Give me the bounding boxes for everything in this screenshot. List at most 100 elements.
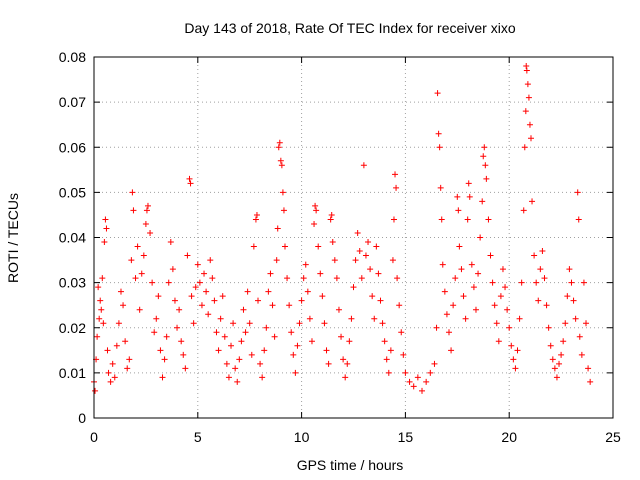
data-point <box>551 365 558 372</box>
data-point <box>373 243 380 250</box>
data-point <box>134 243 141 250</box>
data-point <box>465 180 472 187</box>
data-point <box>192 284 199 291</box>
data-point <box>230 320 237 327</box>
data-point <box>234 378 241 385</box>
data-point <box>294 342 301 349</box>
data-point <box>117 288 124 295</box>
data-point <box>188 293 195 300</box>
data-point <box>352 257 359 264</box>
data-point <box>441 288 448 295</box>
data-point <box>537 266 544 273</box>
data-point <box>99 275 106 282</box>
data-point <box>100 320 107 327</box>
data-point <box>143 207 150 214</box>
data-point <box>211 297 218 304</box>
data-point <box>564 293 571 300</box>
data-point <box>196 279 203 286</box>
data-point <box>489 279 496 286</box>
data-point <box>109 360 116 367</box>
data-point <box>533 279 540 286</box>
data-point <box>406 378 413 385</box>
data-point <box>124 365 131 372</box>
data-point <box>144 202 151 209</box>
data-point <box>180 351 187 358</box>
data-point <box>331 257 338 264</box>
data-point <box>300 275 307 282</box>
data-point <box>151 329 158 336</box>
data-point <box>329 239 336 246</box>
data-point <box>529 198 536 205</box>
data-point <box>423 378 430 385</box>
data-point <box>568 279 575 286</box>
data-point <box>383 356 390 363</box>
data-point <box>280 207 287 214</box>
data-point <box>479 198 486 205</box>
data-point <box>553 374 560 381</box>
y-tick-label: 0 <box>78 410 86 426</box>
data-point <box>456 243 463 250</box>
data-point <box>328 211 335 218</box>
data-point <box>198 302 205 309</box>
data-point <box>487 252 494 259</box>
data-point <box>439 261 446 268</box>
data-point <box>159 374 166 381</box>
data-point <box>176 306 183 313</box>
data-point <box>105 369 112 376</box>
data-point <box>290 351 297 358</box>
data-point <box>184 252 191 259</box>
chart-title: Day 143 of 2018, Rate Of TEC Index for r… <box>184 20 515 36</box>
data-point <box>437 184 444 191</box>
data-point <box>155 293 162 300</box>
data-point <box>335 306 342 313</box>
data-point <box>520 207 527 214</box>
data-point <box>572 315 579 322</box>
data-point <box>356 248 363 255</box>
data-point <box>558 351 565 358</box>
data-point <box>338 333 345 340</box>
data-point <box>97 297 104 304</box>
data-point <box>367 266 374 273</box>
data-point <box>371 315 378 322</box>
data-point <box>527 135 534 142</box>
data-point <box>279 189 286 196</box>
data-point <box>549 356 556 363</box>
data-point <box>136 306 143 313</box>
data-point <box>455 207 462 214</box>
data-point <box>302 261 309 268</box>
x-tick-label: 20 <box>501 429 517 445</box>
data-point <box>358 275 365 282</box>
x-axis: 0 5 10 15 20 25 <box>90 57 621 445</box>
data-point <box>223 360 230 367</box>
data-point <box>273 257 280 264</box>
data-point <box>512 365 519 372</box>
data-point <box>375 270 382 277</box>
data-point <box>267 270 274 277</box>
data-point <box>348 315 355 322</box>
grid-lines <box>94 57 613 418</box>
data-point <box>95 284 102 291</box>
data-point <box>350 284 357 291</box>
data-point <box>240 306 247 313</box>
data-point <box>396 302 403 309</box>
data-point <box>107 378 114 385</box>
data-point <box>450 302 457 309</box>
data-point <box>165 279 172 286</box>
data-point <box>327 216 334 223</box>
data-point <box>433 324 440 331</box>
data-point <box>360 162 367 169</box>
data-point <box>402 369 409 376</box>
data-point <box>325 360 332 367</box>
x-axis-label: GPS time / hours <box>297 457 404 473</box>
data-point <box>585 365 592 372</box>
data-point <box>346 338 353 345</box>
data-point <box>194 261 201 268</box>
data-point <box>365 239 372 246</box>
data-point <box>323 347 330 354</box>
data-point <box>153 315 160 322</box>
data-point <box>570 297 577 304</box>
data-point <box>521 144 528 151</box>
data-point <box>238 338 245 345</box>
data-point <box>514 347 521 354</box>
data-point <box>541 275 548 282</box>
